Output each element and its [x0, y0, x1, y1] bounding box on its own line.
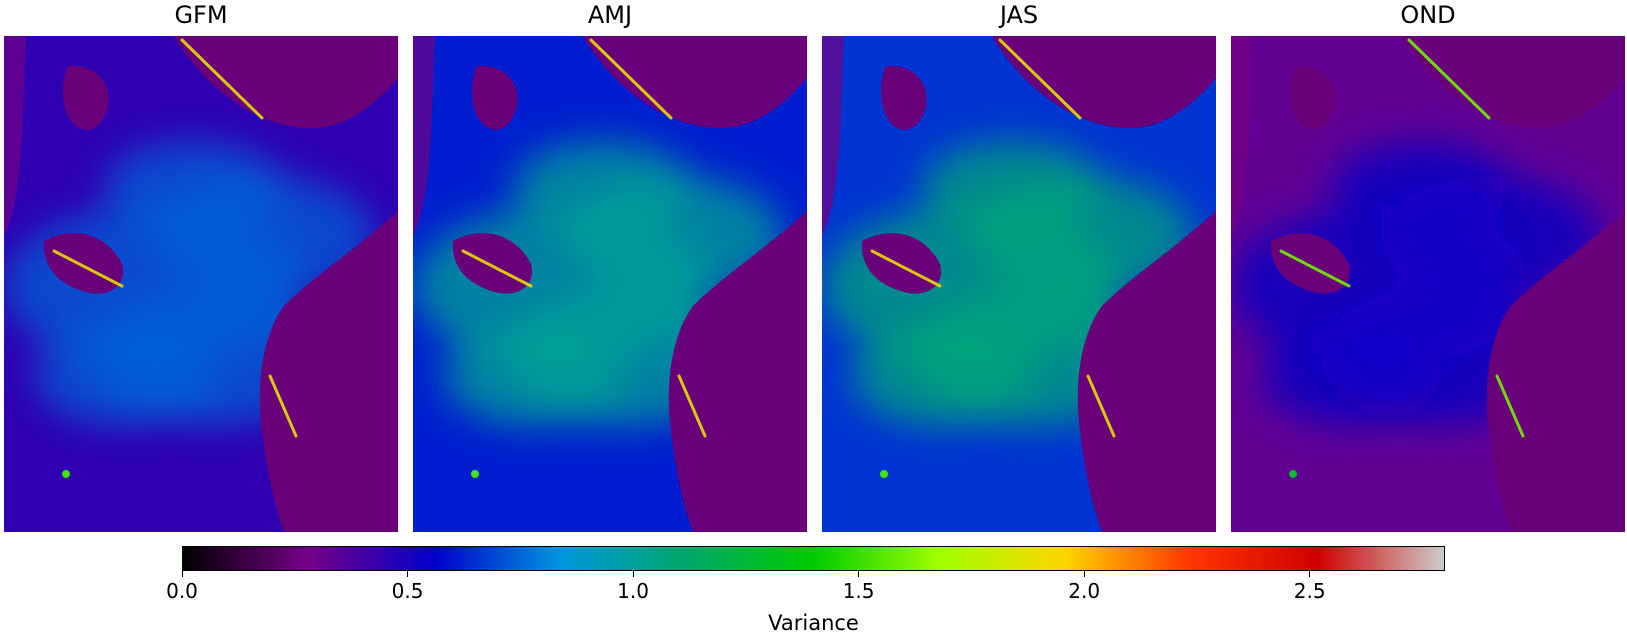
land-mass	[413, 36, 435, 236]
land-mass	[1270, 233, 1351, 294]
colorbar-tick	[632, 571, 634, 577]
colorbar-tick	[1083, 571, 1085, 577]
colorbar-tick-label: 0.5	[391, 579, 424, 603]
coastal-peak	[461, 249, 533, 288]
colorbar-tick	[407, 571, 409, 577]
colorbar-tick-label: 2.0	[1068, 579, 1101, 603]
colorbar-tick-label: 0.0	[166, 579, 198, 603]
land-mass	[1401, 36, 1625, 129]
heatmap-panel-amj	[413, 36, 807, 532]
isolated-spot	[471, 470, 479, 478]
land-mass	[4, 36, 26, 236]
land-mass	[668, 211, 807, 532]
colorbar-label: Variance	[768, 611, 859, 635]
heatmap-panel-ond	[1231, 36, 1625, 532]
coastal-peak	[589, 38, 673, 120]
panel-title-gfm: GFM	[174, 1, 228, 29]
colorbar-tick	[858, 571, 860, 577]
coastal-peak	[1495, 374, 1525, 438]
land-mass	[1486, 211, 1625, 532]
coastal-peak	[677, 374, 707, 438]
land-mass	[822, 36, 844, 236]
land-mass	[43, 233, 124, 294]
panel-title-jas: JAS	[999, 1, 1039, 29]
land-mass	[1290, 65, 1336, 130]
isolated-spot	[1289, 470, 1297, 478]
panel-title-amj: AMJ	[587, 1, 633, 29]
land-mass	[992, 36, 1216, 129]
colorbar	[182, 546, 1445, 571]
coastal-peak	[268, 374, 298, 438]
coastal-peak	[1279, 249, 1351, 288]
colorbar-tick	[1309, 571, 1311, 577]
land-mass	[259, 211, 398, 532]
land-mass	[1231, 36, 1253, 236]
colorbar-tick	[181, 571, 183, 577]
land-mass	[452, 233, 533, 294]
coastal-peak	[180, 38, 264, 120]
isolated-spot	[62, 470, 70, 478]
colorbar-tick-label: 1.5	[842, 579, 875, 603]
land-mass	[174, 36, 398, 129]
colorbar-tick-label: 2.5	[1293, 579, 1326, 603]
coastal-peak	[52, 249, 124, 288]
land-mass	[881, 65, 927, 130]
isolated-spot	[880, 470, 888, 478]
coastal-peak	[1407, 38, 1491, 120]
land-mass	[1077, 211, 1216, 532]
coastal-peak	[870, 249, 942, 288]
land-mass	[861, 233, 942, 294]
heatmap-panel-jas	[822, 36, 1216, 532]
heatmap-panel-gfm	[4, 36, 398, 532]
coastal-peak	[1086, 374, 1116, 438]
land-mass	[472, 65, 518, 130]
colorbar-gradient	[182, 546, 1445, 571]
coastal-peak	[998, 38, 1082, 120]
land-mass	[63, 65, 109, 130]
land-mass	[583, 36, 807, 129]
colorbar-tick-label: 1.0	[617, 579, 649, 603]
panel-title-ond: OND	[1400, 1, 1456, 29]
